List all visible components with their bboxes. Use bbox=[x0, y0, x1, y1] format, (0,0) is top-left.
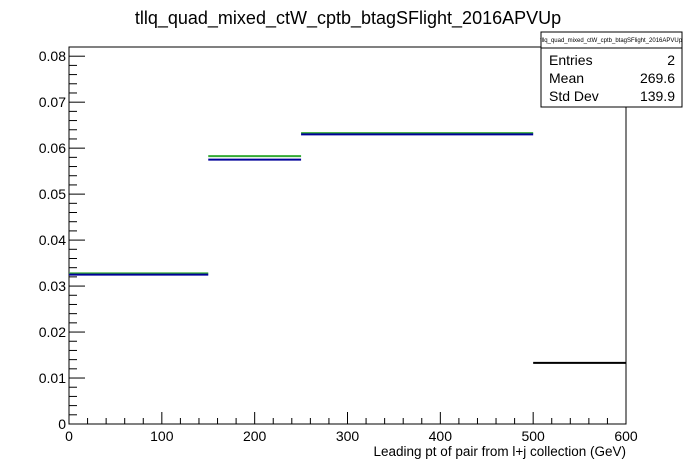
x-tick-label: 400 bbox=[429, 428, 453, 444]
y-tick-label: 0.01 bbox=[39, 370, 66, 386]
y-tick-label: 0.03 bbox=[39, 278, 66, 294]
stats-entries-value: 2 bbox=[667, 52, 675, 68]
y-tick-label: 0 bbox=[58, 416, 66, 432]
y-tick-label: 0.07 bbox=[39, 94, 66, 110]
y-tick-label: 0.02 bbox=[39, 324, 66, 340]
stats-box-frame bbox=[540, 31, 683, 108]
y-tick-label: 0.05 bbox=[39, 186, 66, 202]
y-tick-label: 0.04 bbox=[39, 232, 66, 248]
x-tick-label: 200 bbox=[243, 428, 267, 444]
stats-mean-label: Mean bbox=[549, 70, 584, 86]
y-tick-label: 0.08 bbox=[39, 48, 66, 64]
chart-title: tllq_quad_mixed_ctW_cptb_btagSFlight_201… bbox=[135, 8, 561, 29]
x-axis: 0 100 200 300 400 500 600 bbox=[65, 412, 638, 444]
x-tick-label: 600 bbox=[614, 428, 638, 444]
x-axis-label: Leading pt of pair from l+j collection (… bbox=[374, 444, 627, 459]
x-tick-label: 100 bbox=[150, 428, 174, 444]
stats-entries-label: Entries bbox=[549, 52, 593, 68]
histogram-series bbox=[69, 132, 626, 364]
stats-stddev-label: Std Dev bbox=[549, 88, 599, 104]
stats-stddev-value: 139.9 bbox=[640, 88, 675, 104]
y-tick-label: 0.06 bbox=[39, 140, 66, 156]
stats-mean-value: 269.6 bbox=[640, 70, 675, 86]
x-tick-label: 500 bbox=[521, 428, 545, 444]
stats-box: tllq_quad_mixed_ctW_cptb_btagSFlight_201… bbox=[540, 31, 683, 108]
stats-box-title: tllq_quad_mixed_ctW_cptb_btagSFlight_201… bbox=[540, 38, 683, 44]
x-tick-label: 0 bbox=[65, 428, 73, 444]
x-tick-label: 300 bbox=[336, 428, 360, 444]
y-axis: 0 0.01 0.02 0.03 0.04 0.05 0.06 0.07 0.08 bbox=[39, 46, 85, 432]
